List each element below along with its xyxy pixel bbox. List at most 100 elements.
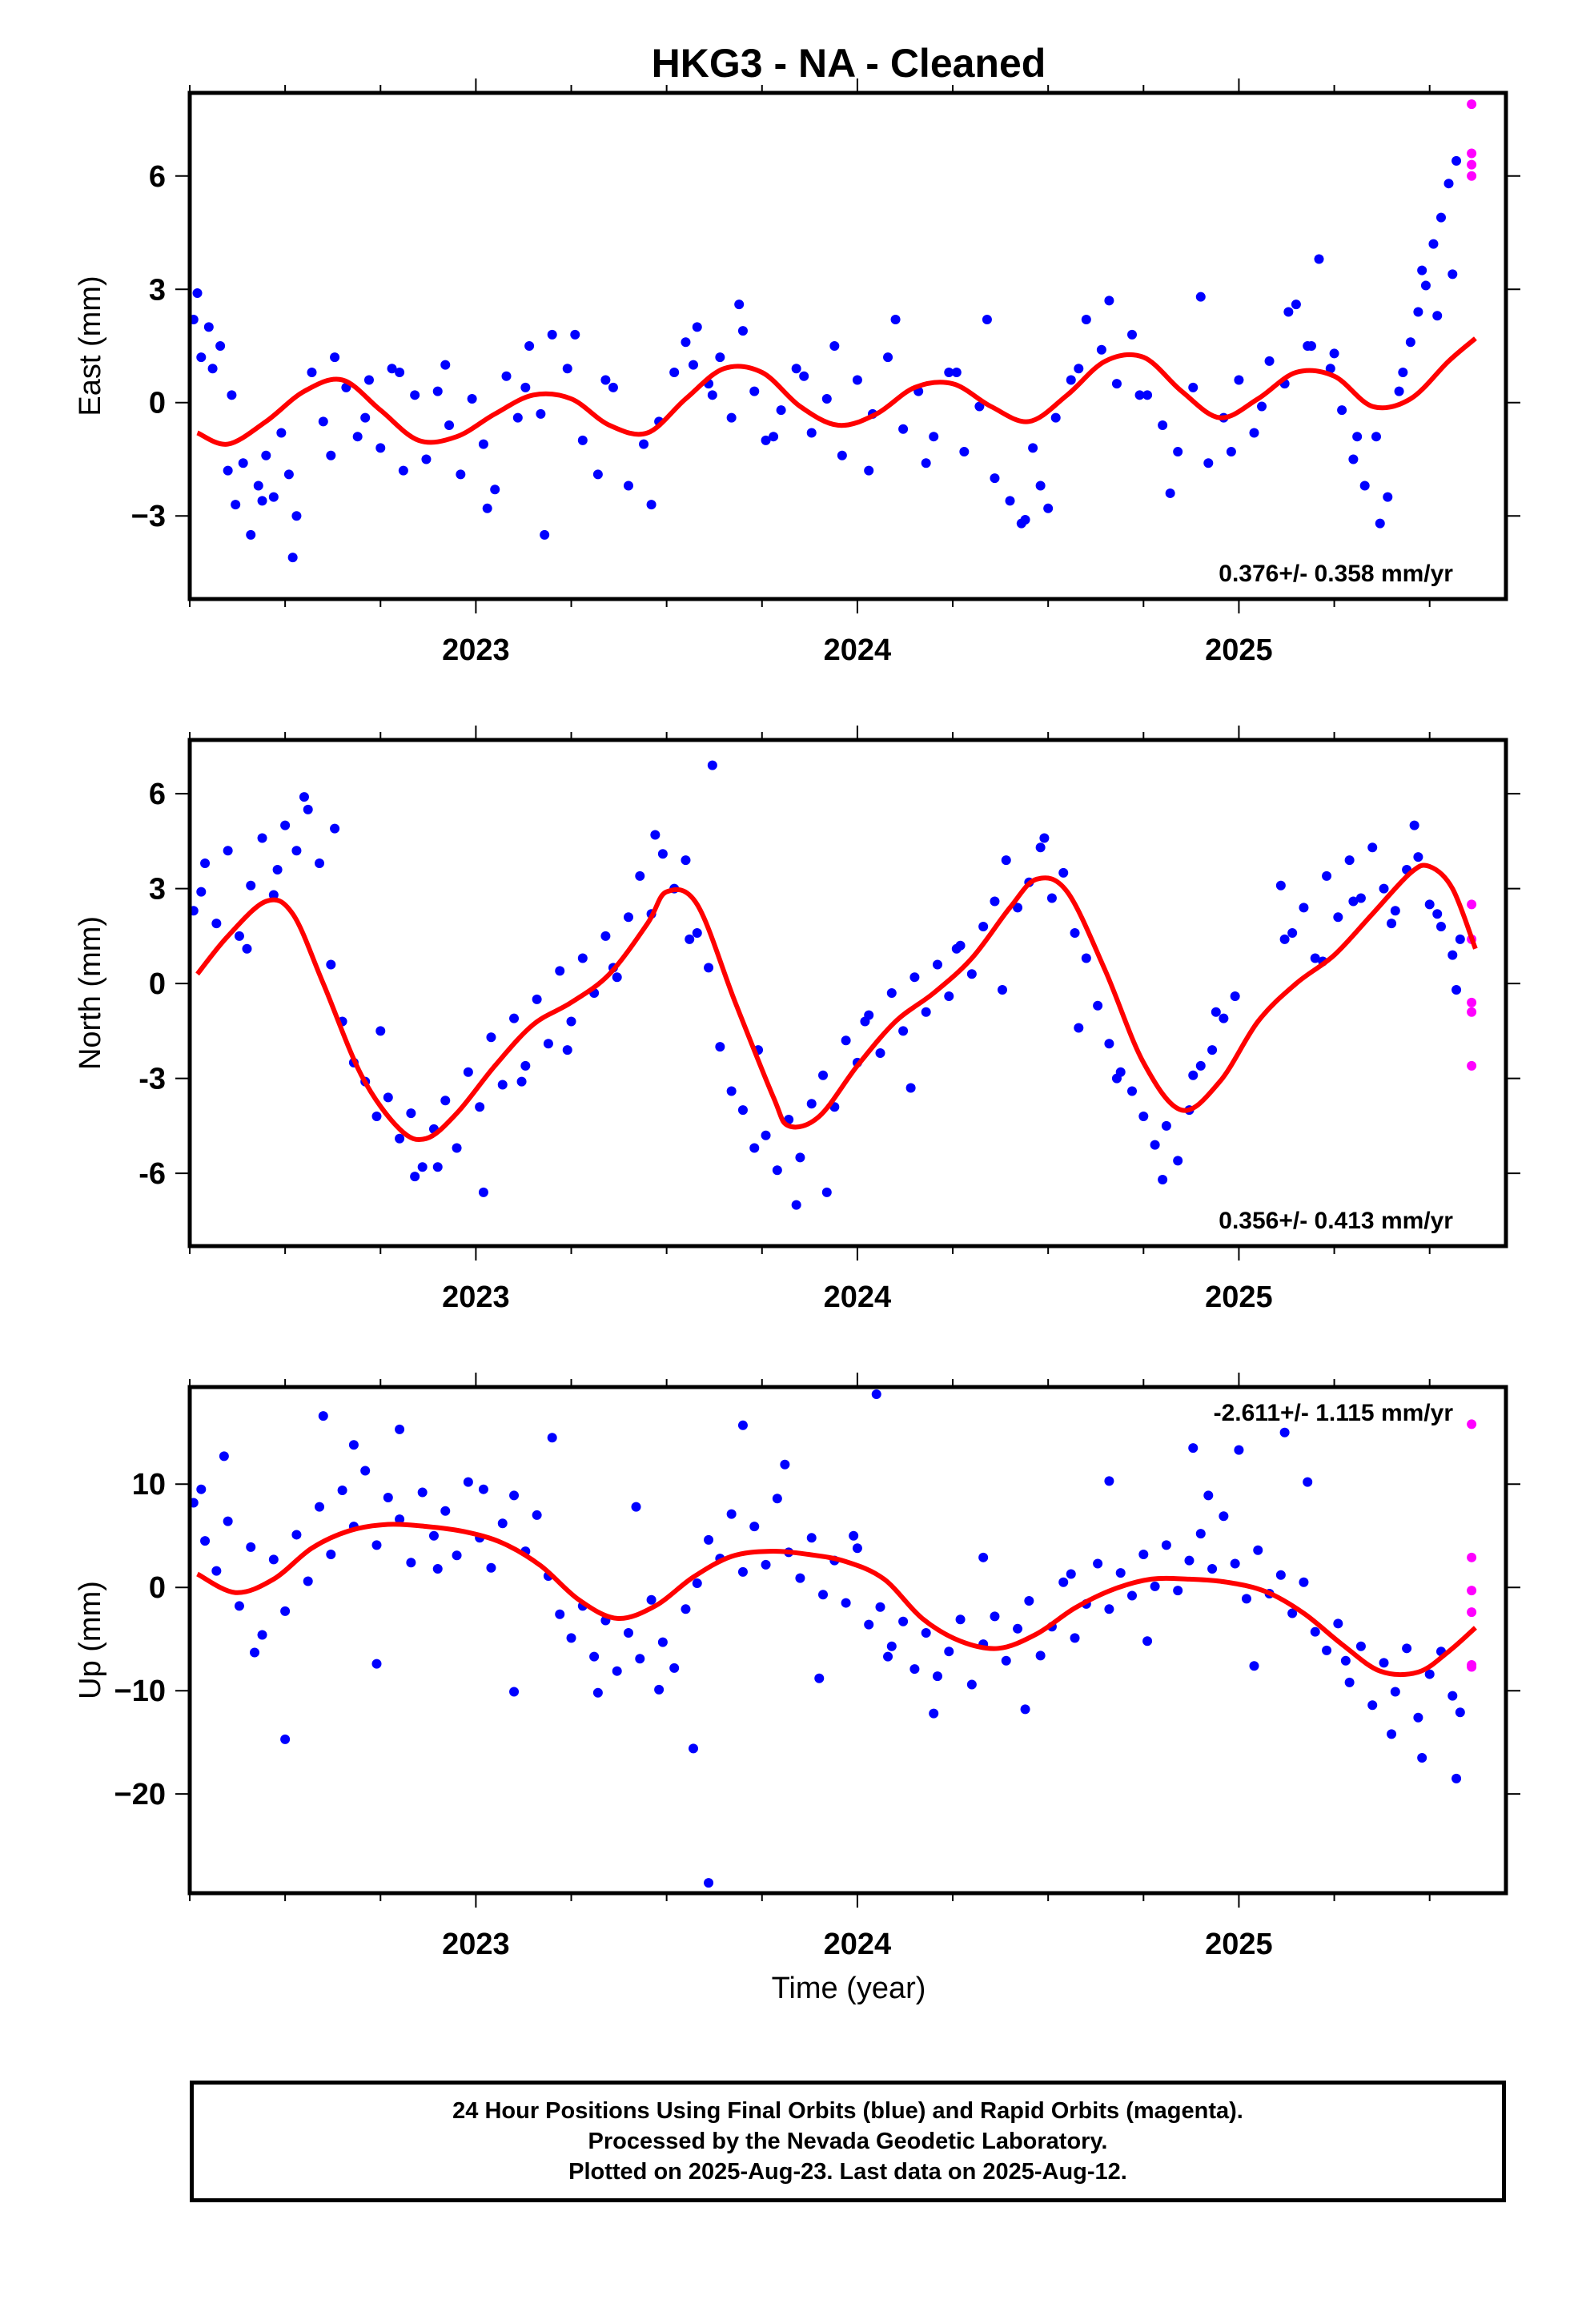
east-y-tick-label: 6 (149, 160, 166, 194)
north-final-orbit-point (555, 966, 565, 976)
east-final-orbit-point (669, 368, 680, 378)
up-final-orbit-point (1219, 1511, 1229, 1522)
east-final-orbit-point (501, 371, 512, 381)
east-rapid-orbit-point (1467, 159, 1477, 170)
east-final-orbit-point (959, 447, 970, 457)
north-final-orbit-point (190, 906, 199, 916)
north-final-orbit-point (532, 994, 542, 1004)
up-final-orbit-point (1455, 1707, 1465, 1718)
north-final-orbit-point (1104, 1039, 1114, 1049)
north-x-tick-label: 2024 (824, 1281, 892, 1314)
east-final-orbit-point (806, 428, 817, 438)
north-final-orbit-point (268, 890, 279, 900)
north-final-orbit-point (909, 972, 920, 983)
north-final-orbit-point (978, 922, 989, 932)
north-final-orbit-point (1348, 896, 1359, 907)
east-final-orbit-point (1074, 364, 1084, 374)
up-final-orbit-point (780, 1459, 790, 1470)
up-final-orbit-point (1447, 1691, 1458, 1701)
up-final-orbit-point (1142, 1636, 1153, 1647)
up-final-orbit-point (631, 1502, 641, 1512)
up-final-orbit-point (772, 1494, 782, 1504)
east-final-orbit-point (231, 500, 241, 510)
up-final-orbit-point (532, 1510, 542, 1520)
north-final-orbit-point (326, 959, 336, 970)
up-final-orbit-point (268, 1554, 279, 1565)
up-final-orbit-point (291, 1530, 302, 1540)
x-axis-label: Time (year) (772, 1972, 926, 2005)
east-final-orbit-point (734, 300, 745, 310)
figure-title: HKG3 - NA - Cleaned (652, 41, 1046, 86)
north-final-orbit-point (1150, 1140, 1160, 1150)
east-final-orbit-point (1291, 300, 1301, 310)
east-final-orbit-point (360, 412, 371, 423)
north-final-orbit-point (1081, 953, 1091, 963)
north-final-orbit-point (1046, 893, 1057, 903)
east-final-orbit-point (190, 314, 199, 324)
east-final-orbit-point (1050, 412, 1061, 423)
north-y-tick-label: 0 (149, 967, 166, 1001)
east-final-orbit-point (1417, 265, 1427, 275)
north-final-orbit-point (1413, 852, 1423, 862)
north-fit-curve (195, 862, 1478, 1143)
up-y-axis-label: Up (mm) (74, 1581, 107, 1699)
up-final-orbit-point (452, 1550, 462, 1561)
north-final-orbit-point (1195, 1060, 1206, 1071)
east-final-orbit-point (707, 390, 717, 400)
up-final-orbit-point (1066, 1569, 1076, 1579)
up-final-orbit-point (592, 1687, 603, 1698)
east-x-tick-label: 2024 (824, 633, 892, 667)
up-final-orbit-point (692, 1578, 702, 1589)
east-final-orbit-point (421, 454, 432, 464)
east-fit-curve (196, 336, 1477, 447)
up-final-orbit-point (1188, 1443, 1199, 1454)
north-final-orbit-point (509, 1013, 520, 1023)
up-final-orbit-point (1035, 1651, 1046, 1661)
up-final-orbit-point (761, 1559, 771, 1570)
north-final-orbit-point (1424, 899, 1435, 910)
east-final-orbit-point (821, 394, 832, 404)
east-final-orbit-point (715, 352, 725, 363)
east-y-axis-label: East (mm) (74, 275, 107, 416)
up-final-orbit-point (1424, 1669, 1435, 1679)
up-final-orbit-point (1127, 1590, 1138, 1601)
east-final-orbit-point (1375, 518, 1385, 529)
north-final-orbit-point (1111, 1073, 1122, 1084)
north-panel: 2023 2024 2025 6 3 0 -3 -6 North (mm) 0.356+/- 0.… (74, 726, 1520, 1314)
east-final-orbit-point (1134, 390, 1145, 400)
up-final-orbit-point (463, 1477, 473, 1487)
north-final-orbit-point (1455, 934, 1465, 944)
up-panel: 2023 2024 2025 10 0 −10 −20 Up (mm) -2.611+/- 1.… (74, 1373, 1520, 1961)
north-final-orbit-point (1070, 927, 1080, 938)
up-rapid-orbit-point (1467, 1607, 1477, 1618)
up-final-orbit-point (486, 1562, 496, 1573)
east-final-orbit-point (791, 364, 801, 374)
up-final-orbit-point (1344, 1677, 1355, 1687)
up-final-orbit-point (1234, 1445, 1244, 1455)
north-final-orbit-point (200, 858, 211, 869)
east-final-orbit-point (1005, 496, 1015, 506)
up-final-orbit-point (749, 1522, 760, 1532)
footer-box: 24 Hour Positions Using Final Orbits (bl… (190, 2081, 1506, 2202)
up-final-orbit-point (1173, 1586, 1183, 1596)
east-final-orbit-point (689, 360, 699, 370)
east-final-orbit-point (776, 405, 786, 416)
north-final-orbit-point (272, 864, 283, 875)
east-final-orbit-point (726, 412, 737, 423)
east-final-orbit-point (520, 382, 531, 392)
north-final-orbit-point (1367, 842, 1378, 853)
north-final-orbit-point (898, 1026, 909, 1036)
east-final-orbit-point (1234, 375, 1244, 385)
up-final-orbit-point (871, 1389, 881, 1400)
footer-line-3: Plotted on 2025-Aug-23. Last data on 202… (568, 2159, 1127, 2185)
up-final-orbit-point (1417, 1753, 1427, 1763)
up-final-orbit-point (875, 1602, 885, 1612)
east-final-orbit-point (1158, 420, 1168, 431)
up-final-orbit-point (348, 1440, 359, 1450)
east-final-orbit-point (456, 469, 466, 480)
up-final-orbit-point (246, 1542, 256, 1552)
north-final-orbit-point (875, 1048, 885, 1059)
up-final-orbit-point (250, 1647, 260, 1658)
north-final-orbit-point (650, 830, 661, 840)
up-final-orbit-point (1058, 1577, 1069, 1587)
